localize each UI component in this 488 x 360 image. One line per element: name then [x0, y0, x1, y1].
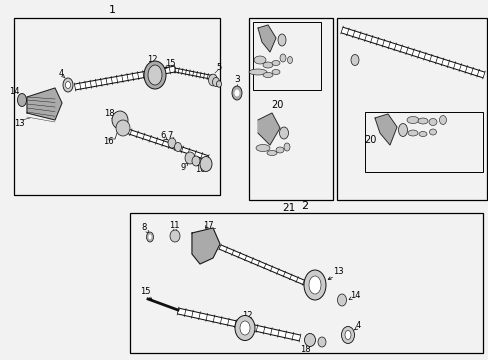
Text: 14: 14: [349, 291, 360, 300]
Text: 12: 12: [146, 55, 157, 64]
Ellipse shape: [428, 118, 436, 126]
Ellipse shape: [184, 152, 195, 164]
Text: 6: 6: [160, 130, 165, 139]
Ellipse shape: [407, 130, 417, 136]
Ellipse shape: [266, 150, 276, 156]
Ellipse shape: [278, 34, 285, 46]
Text: 5: 5: [216, 63, 221, 72]
Ellipse shape: [284, 143, 289, 151]
Ellipse shape: [308, 276, 320, 294]
Polygon shape: [192, 228, 220, 264]
Ellipse shape: [271, 69, 280, 75]
Ellipse shape: [263, 72, 272, 77]
Text: 2: 2: [301, 201, 308, 211]
Text: 4: 4: [355, 320, 360, 329]
Ellipse shape: [263, 62, 272, 68]
Text: 1: 1: [108, 5, 115, 15]
Text: 7: 7: [167, 130, 172, 139]
Ellipse shape: [406, 117, 418, 123]
Bar: [252, 22, 320, 90]
Text: 14: 14: [9, 86, 19, 95]
Ellipse shape: [116, 120, 130, 136]
Polygon shape: [27, 88, 62, 120]
Text: 15: 15: [140, 288, 150, 297]
Ellipse shape: [279, 127, 288, 139]
Ellipse shape: [192, 156, 200, 166]
Ellipse shape: [398, 123, 407, 136]
Ellipse shape: [253, 56, 265, 64]
Text: 9: 9: [180, 163, 185, 172]
Ellipse shape: [65, 81, 70, 89]
Text: 17: 17: [202, 220, 213, 230]
Text: 12: 12: [241, 311, 252, 320]
Text: 10: 10: [194, 166, 205, 175]
Ellipse shape: [235, 315, 254, 341]
Polygon shape: [258, 113, 280, 145]
Text: 15: 15: [164, 58, 175, 68]
Ellipse shape: [428, 129, 436, 135]
Text: 20: 20: [363, 135, 375, 145]
Ellipse shape: [275, 147, 284, 153]
Ellipse shape: [216, 81, 221, 87]
Text: 20: 20: [270, 100, 283, 110]
Ellipse shape: [280, 54, 285, 62]
Ellipse shape: [439, 116, 446, 125]
Ellipse shape: [18, 94, 26, 107]
Ellipse shape: [345, 330, 350, 339]
Text: 11: 11: [168, 220, 179, 230]
Bar: [14, 18, 220, 195]
Text: 3: 3: [234, 76, 240, 85]
Ellipse shape: [418, 131, 426, 136]
Text: 21: 21: [282, 203, 295, 213]
Ellipse shape: [170, 230, 180, 242]
Ellipse shape: [174, 143, 181, 152]
Ellipse shape: [212, 77, 219, 86]
Polygon shape: [258, 25, 275, 52]
Ellipse shape: [256, 144, 269, 152]
Ellipse shape: [337, 294, 346, 306]
Ellipse shape: [248, 69, 266, 75]
Ellipse shape: [304, 333, 315, 346]
Text: 13: 13: [332, 267, 343, 276]
Ellipse shape: [208, 74, 217, 86]
Text: 4: 4: [58, 68, 63, 77]
Ellipse shape: [168, 138, 176, 148]
Ellipse shape: [417, 118, 427, 124]
Ellipse shape: [231, 86, 242, 100]
Bar: [364, 112, 482, 172]
Ellipse shape: [63, 78, 73, 92]
Text: 18: 18: [103, 108, 114, 117]
Bar: [130, 213, 482, 353]
Text: 13: 13: [14, 118, 24, 127]
Text: 8: 8: [141, 224, 146, 233]
Text: 18: 18: [299, 346, 310, 355]
Bar: [248, 18, 332, 200]
Ellipse shape: [271, 60, 280, 66]
Ellipse shape: [143, 61, 165, 89]
Ellipse shape: [146, 232, 153, 242]
Ellipse shape: [112, 111, 128, 129]
Ellipse shape: [287, 57, 292, 63]
Text: 16: 16: [102, 138, 113, 147]
Polygon shape: [374, 114, 396, 145]
Ellipse shape: [350, 54, 358, 66]
Bar: [336, 18, 486, 200]
Ellipse shape: [234, 90, 239, 96]
Ellipse shape: [148, 234, 151, 239]
Ellipse shape: [148, 65, 162, 85]
Ellipse shape: [304, 270, 325, 300]
Ellipse shape: [317, 337, 325, 347]
Ellipse shape: [240, 321, 249, 335]
Ellipse shape: [200, 157, 212, 171]
Ellipse shape: [341, 327, 354, 343]
